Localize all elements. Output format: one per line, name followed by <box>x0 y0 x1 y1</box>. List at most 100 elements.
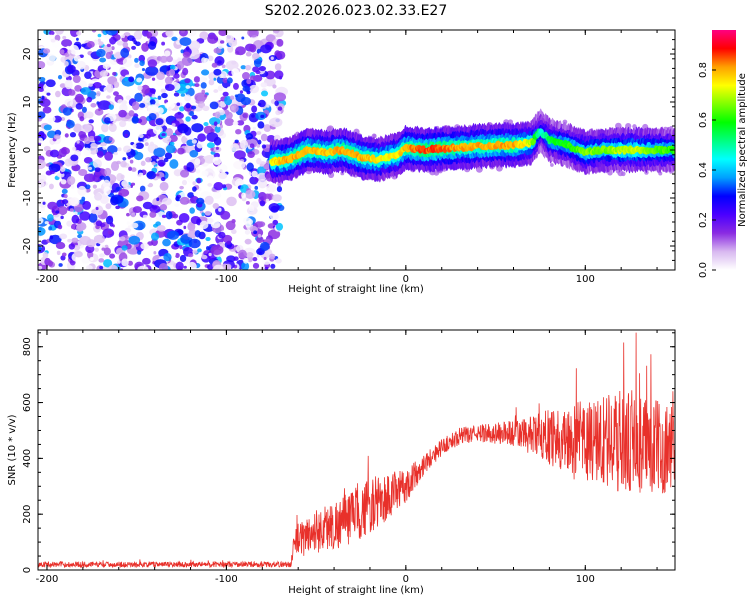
noise-blob <box>257 221 266 228</box>
noise-blob <box>194 230 201 238</box>
noise-blob <box>161 132 166 137</box>
noise-blob <box>192 181 196 186</box>
noise-blob <box>156 225 166 232</box>
noise-blob <box>242 112 249 119</box>
noise-blob <box>124 133 128 138</box>
noise-blob <box>85 184 91 190</box>
noise-blob <box>164 152 173 160</box>
snr-line <box>38 332 675 569</box>
noise-blob <box>204 210 212 216</box>
noise-blob <box>47 260 54 267</box>
noise-blob <box>265 198 270 203</box>
noise-blob <box>43 124 52 131</box>
noise-blob <box>264 266 269 270</box>
noise-blob <box>43 48 51 54</box>
noise-blob <box>103 186 111 196</box>
x-tick-label: -200 <box>36 574 59 585</box>
noise-blob <box>213 181 224 191</box>
noise-blob <box>260 44 272 54</box>
noise-blob <box>61 252 67 257</box>
noise-blob <box>56 250 61 256</box>
noise-blob <box>179 245 183 250</box>
noise-blob <box>63 61 69 67</box>
noise-blob <box>98 258 105 263</box>
spectrogram-x-ticks: -200 -100 0 100 <box>36 30 658 285</box>
noise-blob <box>149 99 156 105</box>
noise-blob <box>194 92 207 102</box>
noise-blob <box>236 120 245 126</box>
noise-blob <box>248 204 255 212</box>
noise-blob <box>275 258 282 264</box>
noise-blob <box>204 94 208 98</box>
noise-blob <box>88 212 98 223</box>
noise-blob <box>188 238 201 249</box>
noise-blob <box>231 229 237 235</box>
noise-blob <box>187 175 195 183</box>
figure-title: S202.2026.023.02.33.E27 <box>265 3 448 19</box>
noise-blob <box>181 56 193 67</box>
noise-blob <box>253 230 258 235</box>
noise-blob <box>203 154 216 164</box>
noise-blob <box>67 49 72 54</box>
noise-blob <box>104 151 114 161</box>
noise-blob <box>197 248 202 253</box>
noise-blob <box>201 69 210 76</box>
noise-blob <box>131 167 137 172</box>
noise-blob <box>187 232 193 238</box>
noise-blob <box>99 57 107 63</box>
noise-blob <box>218 207 222 212</box>
noise-blob <box>213 77 217 81</box>
noise-blob <box>164 50 171 57</box>
noise-blob <box>201 212 205 217</box>
noise-blob <box>208 252 212 257</box>
noise-blob <box>161 197 172 206</box>
noise-blob <box>50 38 56 43</box>
noise-blob <box>195 168 201 174</box>
noise-blob <box>215 146 219 150</box>
noise-blob <box>108 136 113 141</box>
noise-blob <box>121 34 125 39</box>
noise-blob <box>137 85 143 91</box>
noise-blob <box>232 82 239 90</box>
noise-blob <box>60 117 66 121</box>
noise-blob <box>245 133 254 140</box>
noise-blob <box>48 30 55 36</box>
x-tick-label: -200 <box>36 274 59 285</box>
noise-blob <box>155 173 160 177</box>
noise-blob <box>254 185 259 190</box>
noise-blob <box>257 178 268 189</box>
noise-blob <box>259 163 264 167</box>
noise-blob <box>99 253 105 258</box>
noise-blob <box>38 83 46 92</box>
noise-blob <box>86 96 93 103</box>
noise-blob <box>120 48 130 58</box>
noise-blob <box>151 77 156 81</box>
noise-blob <box>177 147 185 155</box>
noise-blob <box>259 241 270 251</box>
noise-blob <box>192 186 197 192</box>
noise-blob <box>206 142 215 149</box>
noise-blob <box>144 142 149 147</box>
noise-blob <box>237 180 242 185</box>
noise-blob <box>161 92 168 99</box>
noise-blob <box>263 193 272 202</box>
noise-blob <box>38 111 46 119</box>
noise-blob <box>233 256 239 261</box>
noise-blob <box>211 62 218 68</box>
noise-blob <box>256 235 264 243</box>
noise-blob <box>73 244 81 251</box>
noise-blob <box>66 45 70 50</box>
noise-blob <box>80 72 85 77</box>
noise-blob <box>99 195 109 204</box>
noise-blob <box>206 132 219 142</box>
noise-blob <box>120 174 125 180</box>
noise-blob <box>246 251 254 258</box>
noise-blob <box>67 176 76 186</box>
noise-blob <box>113 81 120 88</box>
noise-blob <box>51 209 55 213</box>
noise-blob <box>86 41 95 48</box>
noise-blob <box>131 116 139 124</box>
noise-blob <box>270 56 274 60</box>
noise-blob <box>138 172 144 176</box>
noise-blob <box>252 257 258 262</box>
